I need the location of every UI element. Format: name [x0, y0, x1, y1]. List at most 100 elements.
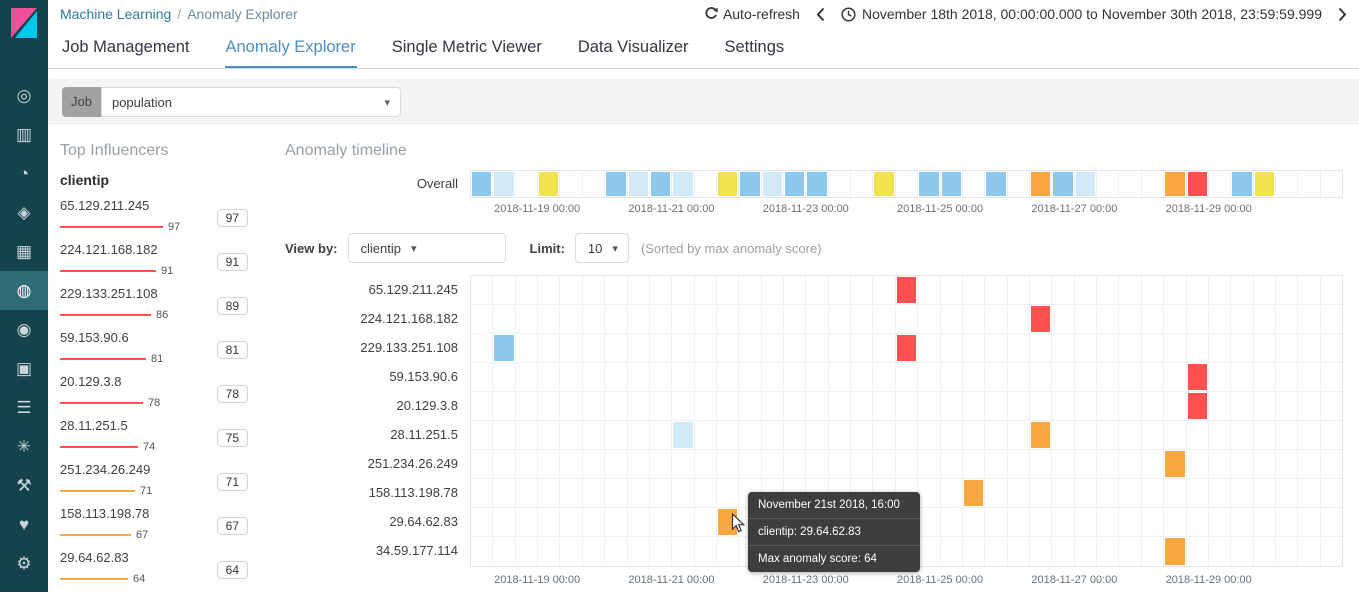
influencer-name[interactable]: 28.11.251.5 [60, 418, 128, 433]
breadcrumb-machine-learning[interactable]: Machine Learning [60, 6, 172, 22]
management-icon[interactable]: ⚙ [16, 554, 32, 573]
canvas-icon[interactable]: ▦ [15, 242, 33, 261]
swimlane-cell-empty [672, 276, 695, 304]
swimlane-cell-warning[interactable] [1052, 171, 1075, 197]
time-forward-button[interactable] [1336, 7, 1349, 22]
swimlane-cell-critical[interactable] [1030, 305, 1053, 333]
timelion-icon[interactable]: ◈ [17, 203, 31, 222]
machine-learning-icon[interactable]: ◍ [0, 271, 48, 310]
swimlane-cell-empty [717, 421, 740, 449]
influencer-name[interactable]: 29.64.62.83 [60, 550, 129, 565]
swimlane-cell-empty [941, 421, 963, 449]
swimlane-cell-empty [1119, 508, 1142, 536]
swimlane-cell-minor[interactable] [538, 171, 561, 197]
swimlane-cell-major[interactable] [1030, 421, 1053, 449]
swimlane-cell-empty [918, 305, 941, 333]
visualize-icon[interactable]: ▥ [15, 125, 33, 144]
monitoring-icon[interactable]: ♥ [18, 515, 30, 534]
swimlane-cell-empty [471, 363, 494, 391]
discover-icon[interactable]: ◎ [16, 86, 32, 105]
influencer-max-score-badge: 78 [216, 385, 248, 403]
swimlane-cell-empty [1187, 450, 1209, 478]
swimlane-cell-empty [1298, 171, 1321, 197]
time-back-button[interactable] [814, 7, 827, 22]
swimlane-cell-minor[interactable] [1254, 171, 1276, 197]
swimlane-cell-warning[interactable] [918, 171, 941, 197]
swimlane-row [471, 276, 1342, 305]
tab-single-metric-viewer[interactable]: Single Metric Viewer [391, 38, 542, 56]
influencer-name[interactable]: 20.129.3.8 [60, 374, 122, 389]
swimlane-cell-warning[interactable] [806, 171, 829, 197]
swimlane-cell-warning[interactable] [941, 171, 963, 197]
swimlane-cell-minor[interactable] [717, 171, 740, 197]
dashboard-icon[interactable]: ◔ [18, 164, 30, 183]
swimlane-cell-minor[interactable] [873, 171, 896, 197]
swimlane-cell-major[interactable] [1030, 171, 1053, 197]
swimlane-cell-empty [1321, 305, 1342, 333]
swimlane-cell-major[interactable] [1164, 537, 1187, 566]
swimlane-cell-warning[interactable] [985, 171, 1008, 197]
influencer-name[interactable]: 229.133.251.108 [60, 286, 158, 301]
influencer-max-score-badge: 75 [216, 429, 248, 447]
tab-data-visualizer[interactable]: Data Visualizer [577, 38, 689, 56]
sidebar-spacer [0, 46, 48, 76]
time-range-picker[interactable]: November 18th 2018, 00:00:00.000 to Nove… [841, 6, 1322, 22]
swimlane-cell-empty [739, 450, 762, 478]
tab-anomaly-explorer[interactable]: Anomaly Explorer [224, 32, 357, 68]
breadcrumb-anomaly-explorer[interactable]: Anomaly Explorer [187, 6, 298, 22]
swimlane-cell-empty [560, 392, 583, 420]
swimlane-cell-critical[interactable] [896, 276, 919, 304]
swimlane-cell-empty [1276, 537, 1299, 566]
swimlane-cell-critical[interactable] [1187, 392, 1209, 420]
apm-icon[interactable]: ◉ [16, 320, 32, 339]
logs-icon[interactable]: ☰ [16, 398, 32, 417]
tab-job-management[interactable]: Job Management [62, 38, 190, 56]
swimlane-cell-major[interactable] [963, 479, 986, 507]
tab-settings[interactable]: Settings [724, 38, 785, 56]
auto-refresh-button[interactable]: Auto-refresh [704, 6, 800, 22]
swimlane-cell-empty [1052, 392, 1075, 420]
dev-tools-icon[interactable]: ⚒ [16, 476, 32, 495]
influencer-name[interactable]: 251.234.26.249 [60, 462, 151, 477]
swimlane-cell-major[interactable] [1164, 450, 1187, 478]
job-select-dropdown[interactable]: population ▾ [100, 87, 401, 117]
swimlane-cell-low[interactable] [628, 171, 650, 197]
swimlane-cell-empty [963, 334, 986, 362]
swimlane-cell-major[interactable] [1164, 171, 1187, 197]
swimlane-cell-empty [1008, 276, 1030, 304]
swimlane-cell-empty [851, 334, 874, 362]
swimlane-cell-critical[interactable] [896, 334, 919, 362]
swimlane-cell-warning[interactable] [493, 334, 516, 362]
swimlane-cell-empty [471, 334, 494, 362]
swimlane-cell-warning[interactable] [471, 171, 494, 197]
swimlane-cell-empty [1052, 305, 1075, 333]
swimlane-cell-critical[interactable] [1187, 171, 1209, 197]
influencer-name[interactable]: 65.129.211.245 [60, 198, 150, 213]
swimlane-cell-warning[interactable] [1231, 171, 1254, 197]
infrastructure-icon[interactable]: ▣ [15, 359, 33, 378]
top-bar: Machine Learning / Anomaly Explorer Auto… [48, 0, 1359, 26]
swimlane-cell-warning[interactable] [605, 171, 628, 197]
lane-label: 34.59.177.114 [375, 543, 458, 558]
swimlane-cell-low[interactable] [762, 171, 785, 197]
swimlane-cell-warning[interactable] [739, 171, 762, 197]
swimlane-cell-low[interactable] [672, 421, 695, 449]
uptime-icon[interactable]: ✳ [16, 437, 32, 456]
influencer-name[interactable]: 158.113.198.78 [60, 506, 150, 521]
app-sidebar: ◎ ▥ ◔ ◈ ▦ ◍ ◉ ▣ ☰ ✳ ⚒ ♥ ⚙ [0, 0, 48, 592]
influencer-name[interactable]: 59.153.90.6 [60, 330, 129, 345]
swimlane-cell-empty [1075, 276, 1098, 304]
swimlane-cell-low[interactable] [1075, 171, 1098, 197]
swimlane-cell-low[interactable] [672, 171, 695, 197]
limit-dropdown[interactable]: 10 ▾ [574, 233, 629, 263]
swimlane-cell-low[interactable] [493, 171, 516, 197]
swimlane-cell-warning[interactable] [784, 171, 807, 197]
swimlane-cell-warning[interactable] [650, 171, 673, 197]
swimlane-cell-critical[interactable] [1187, 363, 1209, 391]
view-by-dropdown[interactable]: clientip ▾ [347, 233, 506, 263]
swimlane-cell-empty [851, 450, 874, 478]
swimlane-cell-empty [762, 363, 785, 391]
kibana-logo[interactable] [0, 0, 48, 46]
swimlane-cell-empty [471, 421, 494, 449]
influencer-name[interactable]: 224.121.168.182 [60, 242, 158, 257]
